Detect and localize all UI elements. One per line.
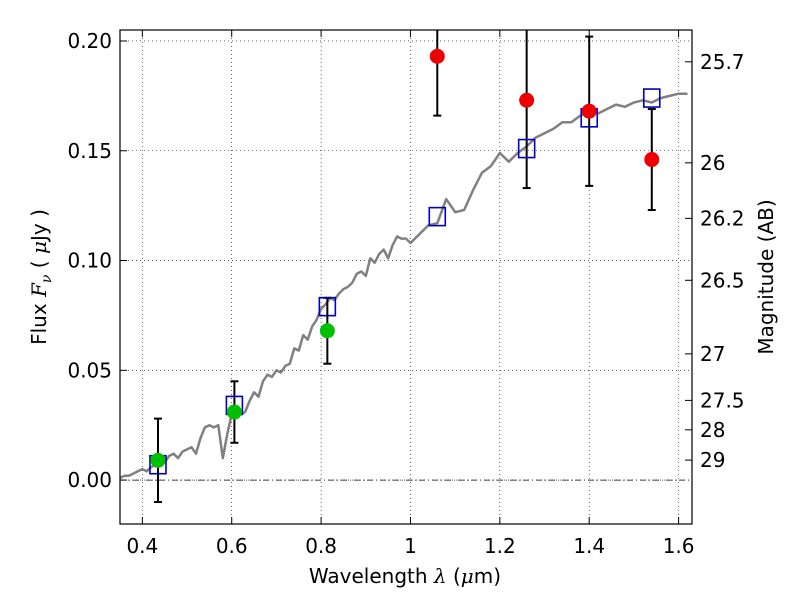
observed-point-3-0 [429,48,445,64]
model-sed-line [119,92,688,480]
y-tick-label-2: 0.10 [67,249,112,273]
plot-frame [119,29,693,525]
x-tick-label-5: 1.4 [573,534,605,558]
model-sed-layer [119,92,688,480]
observed-point-2-0 [150,452,166,468]
observed-point-3-1 [519,92,535,108]
model-band-square-4 [517,138,536,159]
axis-ticks [120,30,692,524]
y2-axis-label: Magnitude (AB) [754,199,778,354]
y2-tick-label-2: 26.2 [700,206,745,230]
model-band-square-2 [318,296,337,317]
grid-lines [120,30,692,524]
y2-tick-label-3: 26.5 [700,268,745,292]
x-tick-label-6: 1.6 [663,534,695,558]
y2-tick-label-7: 29 [700,448,725,472]
y-tick-label-3: 0.15 [67,139,112,163]
observed-point-2-1 [226,404,242,420]
model-squares-layer [149,88,661,475]
y-tick-label-0: 0.00 [67,468,112,492]
y-axis-label: Flux Fν ( μJy ) [27,209,55,345]
y2-tick-label-6: 28 [700,418,725,442]
observed-point-3-3 [644,152,660,168]
x-tick-label-2: 0.8 [305,534,337,558]
observed-points-layer [150,48,660,468]
x-tick-label-3: 1 [404,534,417,558]
x-tick-label-4: 1.2 [484,534,516,558]
y-tick-label-4: 0.20 [67,29,112,53]
y-tick-label-1: 0.05 [67,358,112,382]
x-axis-label: Wavelength λ (μm) [309,564,501,588]
observed-point-3-2 [581,103,597,119]
y2-tick-label-5: 27.5 [700,388,745,412]
y2-tick-label-4: 27 [700,342,725,366]
y2-tick-label-1: 26 [700,151,725,175]
x-tick-label-1: 0.6 [216,534,248,558]
y2-tick-label-0: 25.7 [700,50,745,74]
tick-labels: 0.4 0.6 0.8 1 1.2 1.4 1.6 0.00 0.05 0.10 0.15 0.20 2… [67,29,744,558]
error-bars-layer [153,30,656,504]
model-band-square-3 [428,206,447,227]
observed-point-2-2 [319,323,335,339]
model-band-square-6 [642,88,661,108]
x-tick-label-0: 0.4 [126,534,158,558]
